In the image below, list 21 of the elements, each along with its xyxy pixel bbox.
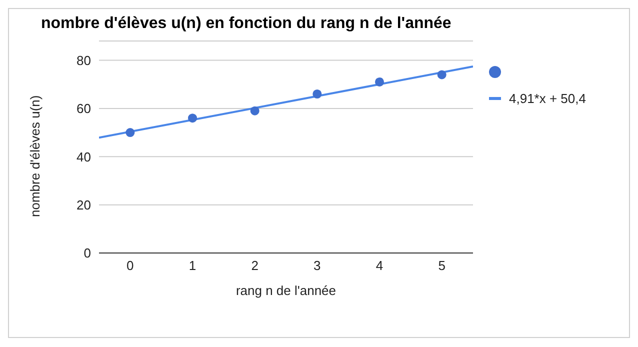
point [250, 106, 260, 116]
y-tick-label: 20 [76, 197, 91, 212]
x-axis-title: rang n de l'année [236, 283, 336, 298]
y-tick-label: 60 [76, 101, 91, 116]
point [188, 114, 198, 123]
x-tick-label: 2 [251, 258, 258, 274]
y-axis-title: nombre d'élèves u(n) [28, 95, 43, 217]
point [312, 89, 322, 99]
y-tick-label: 80 [76, 52, 91, 68]
point [437, 70, 446, 80]
point [126, 128, 135, 138]
x-tick-label: 1 [188, 258, 196, 274]
y-tick-label: 40 [76, 149, 91, 164]
point [374, 77, 384, 86]
x-tick-label: 5 [438, 258, 446, 274]
chart-title: nombre d'élèves u(n) en fonction du rang n de l'année [41, 15, 452, 33]
x-tick-label: 3 [314, 258, 321, 274]
x-tick-label: 4 [376, 258, 384, 274]
x-tick-label: 0 [126, 258, 134, 274]
legend-label: 4,91*x + 50,4 [509, 90, 586, 106]
y-tick-label: 0 [84, 246, 91, 261]
